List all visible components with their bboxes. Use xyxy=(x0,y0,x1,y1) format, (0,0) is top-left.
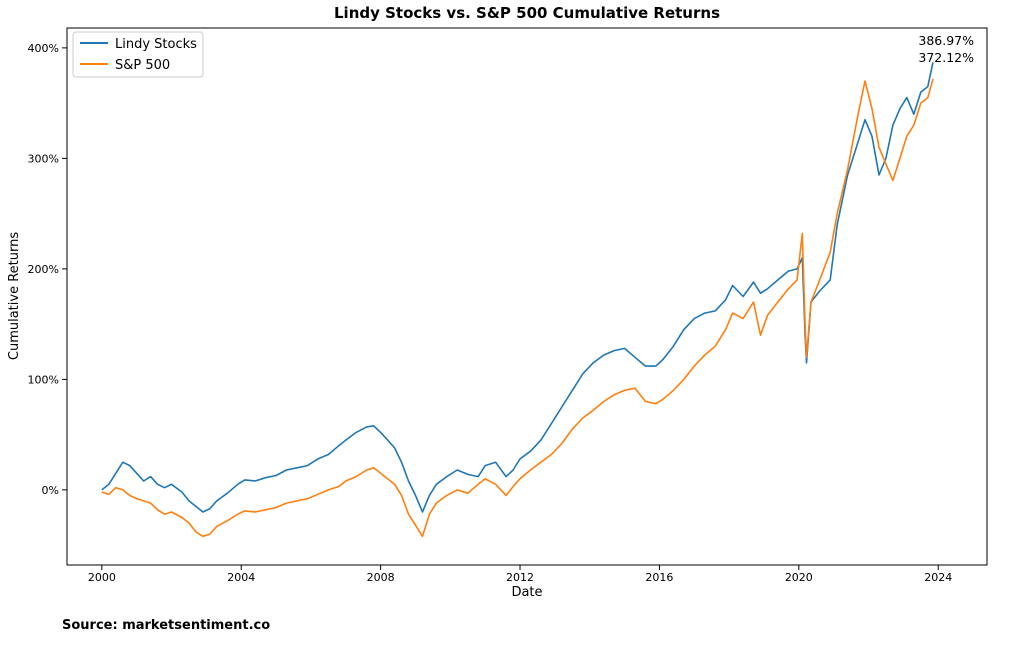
y-tick-label: 0% xyxy=(42,484,59,497)
legend: Lindy Stocks S&P 500 xyxy=(72,31,204,78)
series-line-1 xyxy=(101,78,934,538)
axes: 2000 2004 2008 2012 2016 2020 2024 0% 100% 200% 30… xyxy=(28,42,953,584)
plot-frame xyxy=(66,27,988,566)
x-tick-label: 2004 xyxy=(227,571,255,584)
x-tick-label: 2000 xyxy=(88,571,116,584)
x-tick-label: 2016 xyxy=(645,571,673,584)
end-annotation-lindy: 386.97% xyxy=(918,33,974,48)
y-tick-label: 100% xyxy=(28,373,59,386)
y-axis-label: Cumulative Returns xyxy=(7,232,22,360)
end-annotation-sp500: 372.12% xyxy=(918,50,974,65)
series-line-0 xyxy=(101,62,934,513)
source-note: Source: marketsentiment.co xyxy=(62,618,271,633)
x-tick-label: 2012 xyxy=(506,571,534,584)
plot-area xyxy=(101,62,934,538)
x-axis-label: Date xyxy=(511,585,542,600)
x-tick-label: 2024 xyxy=(924,571,952,584)
legend-label-sp500: S&P 500 xyxy=(115,58,170,73)
chart-title: Lindy Stocks vs. S&P 500 Cumulative Retu… xyxy=(334,4,720,22)
y-tick-label: 400% xyxy=(28,42,59,55)
x-tick-label: 2020 xyxy=(785,571,813,584)
y-tick-label: 300% xyxy=(28,152,59,165)
y-tick-label: 200% xyxy=(28,263,59,276)
legend-label-lindy: Lindy Stocks xyxy=(115,37,197,52)
x-tick-label: 2008 xyxy=(367,571,395,584)
